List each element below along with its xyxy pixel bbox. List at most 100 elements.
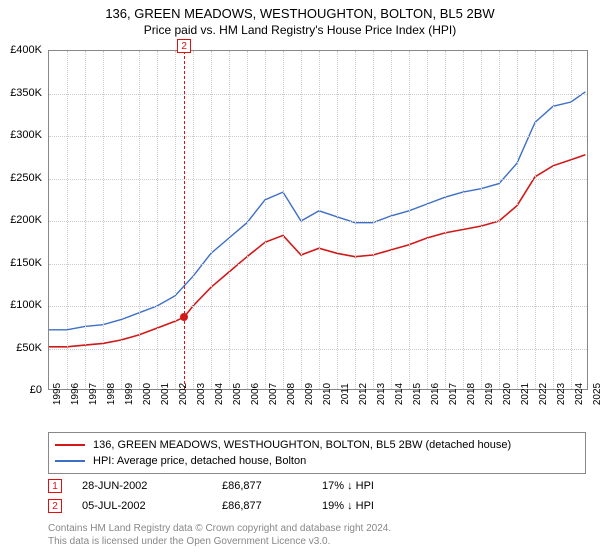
gridline-vertical	[337, 51, 338, 389]
x-axis-label: 2018	[466, 383, 477, 405]
x-axis-label: 2025	[592, 383, 600, 405]
gridline-vertical	[445, 51, 446, 389]
gridline-vertical	[373, 51, 374, 389]
event-price: £86,877	[222, 480, 322, 492]
x-axis-label: 2014	[394, 383, 405, 405]
chart-subtitle: Price paid vs. HM Land Registry's House …	[0, 23, 600, 37]
x-axis-label: 1995	[52, 383, 63, 405]
gridline-vertical	[103, 51, 104, 389]
x-axis-label: 2008	[286, 383, 297, 405]
x-axis-label: 2017	[448, 383, 459, 405]
gridline-vertical	[319, 51, 320, 389]
gridline-horizontal	[49, 136, 587, 137]
x-axis-label: 2019	[484, 383, 495, 405]
event-marker-line	[184, 51, 185, 389]
gridline-vertical	[301, 51, 302, 389]
gridline-horizontal	[49, 306, 587, 307]
gridline-vertical	[211, 51, 212, 389]
x-axis-label: 2012	[358, 383, 369, 405]
x-axis-label: 2002	[178, 383, 189, 405]
gridline-vertical	[247, 51, 248, 389]
y-axis-label: £350K	[0, 87, 42, 99]
gridline-vertical	[571, 51, 572, 389]
x-axis-label: 2010	[322, 383, 333, 405]
y-axis-label: £0	[0, 384, 42, 396]
event-date: 05-JUL-2002	[82, 500, 222, 512]
gridline-vertical	[157, 51, 158, 389]
gridline-horizontal	[49, 94, 587, 95]
chart-title: 136, GREEN MEADOWS, WESTHOUGHTON, BOLTON…	[0, 6, 600, 21]
gridline-vertical	[463, 51, 464, 389]
event-number-badge: 2	[48, 499, 62, 513]
x-axis-label: 2022	[538, 383, 549, 405]
x-axis-label: 2024	[574, 383, 585, 405]
gridline-vertical	[85, 51, 86, 389]
footer-line-1: Contains HM Land Registry data © Crown c…	[48, 522, 586, 535]
x-axis-label: 2004	[214, 383, 225, 405]
gridline-vertical	[517, 51, 518, 389]
x-axis-label: 2016	[430, 383, 441, 405]
x-axis-label: 2001	[160, 383, 171, 405]
event-delta: 17% ↓ HPI	[322, 480, 442, 492]
series-line-hpi	[49, 92, 585, 330]
y-axis-label: £200K	[0, 214, 42, 226]
gridline-vertical	[391, 51, 392, 389]
event-row: 1 28-JUN-2002£86,87717% ↓ HPI	[48, 476, 586, 496]
gridline-vertical	[283, 51, 284, 389]
plot-surface: 2	[48, 50, 588, 390]
gridline-vertical	[535, 51, 536, 389]
x-axis-label: 2020	[502, 383, 513, 405]
gridline-horizontal	[49, 221, 587, 222]
event-date: 28-JUN-2002	[82, 480, 222, 492]
legend-label: HPI: Average price, detached house, Bolt…	[93, 455, 306, 467]
gridline-vertical	[229, 51, 230, 389]
chart-plot-area: 2 £0£50K£100K£150K£200K£250K£300K£350K£4…	[48, 50, 588, 390]
gridline-horizontal	[49, 179, 587, 180]
gridline-vertical	[427, 51, 428, 389]
x-axis-label: 2013	[376, 383, 387, 405]
event-number-badge: 1	[48, 479, 62, 493]
gridline-vertical	[139, 51, 140, 389]
x-axis-label: 2015	[412, 383, 423, 405]
gridline-vertical	[499, 51, 500, 389]
gridline-vertical	[409, 51, 410, 389]
y-axis-label: £50K	[0, 342, 42, 354]
legend: 136, GREEN MEADOWS, WESTHOUGHTON, BOLTON…	[48, 432, 586, 474]
series-line-property	[49, 155, 585, 347]
x-axis-label: 2011	[340, 383, 351, 405]
x-axis-label: 1998	[106, 383, 117, 405]
sale-point-marker	[180, 313, 188, 321]
y-axis-label: £400K	[0, 44, 42, 56]
event-price: £86,877	[222, 500, 322, 512]
y-axis-label: £150K	[0, 257, 42, 269]
footer-attribution: Contains HM Land Registry data © Crown c…	[48, 522, 586, 548]
gridline-vertical	[355, 51, 356, 389]
gridline-vertical	[193, 51, 194, 389]
event-delta: 19% ↓ HPI	[322, 500, 442, 512]
x-axis-label: 2009	[304, 383, 315, 405]
gridline-horizontal	[49, 349, 587, 350]
gridline-horizontal	[49, 264, 587, 265]
gridline-vertical	[121, 51, 122, 389]
x-axis-label: 1997	[88, 383, 99, 405]
gridline-vertical	[67, 51, 68, 389]
x-axis-label: 2021	[520, 383, 531, 405]
legend-label: 136, GREEN MEADOWS, WESTHOUGHTON, BOLTON…	[93, 439, 511, 451]
x-axis-label: 2007	[268, 383, 279, 405]
x-axis-label: 2023	[556, 383, 567, 405]
legend-swatch	[55, 444, 85, 446]
gridline-vertical	[481, 51, 482, 389]
gridline-vertical	[265, 51, 266, 389]
x-axis-label: 1999	[124, 383, 135, 405]
x-axis-label: 2003	[196, 383, 207, 405]
legend-row: HPI: Average price, detached house, Bolt…	[55, 453, 579, 469]
title-block: 136, GREEN MEADOWS, WESTHOUGHTON, BOLTON…	[0, 0, 600, 37]
y-axis-label: £250K	[0, 172, 42, 184]
chart-container: 136, GREEN MEADOWS, WESTHOUGHTON, BOLTON…	[0, 0, 600, 560]
events-table: 1 28-JUN-2002£86,87717% ↓ HPI 2 05-JUL-2002…	[48, 476, 586, 516]
event-marker-badge: 2	[177, 39, 191, 53]
x-axis-label: 2006	[250, 383, 261, 405]
footer-line-2: This data is licensed under the Open Gov…	[48, 535, 586, 548]
x-axis-label: 2005	[232, 383, 243, 405]
gridline-vertical	[175, 51, 176, 389]
